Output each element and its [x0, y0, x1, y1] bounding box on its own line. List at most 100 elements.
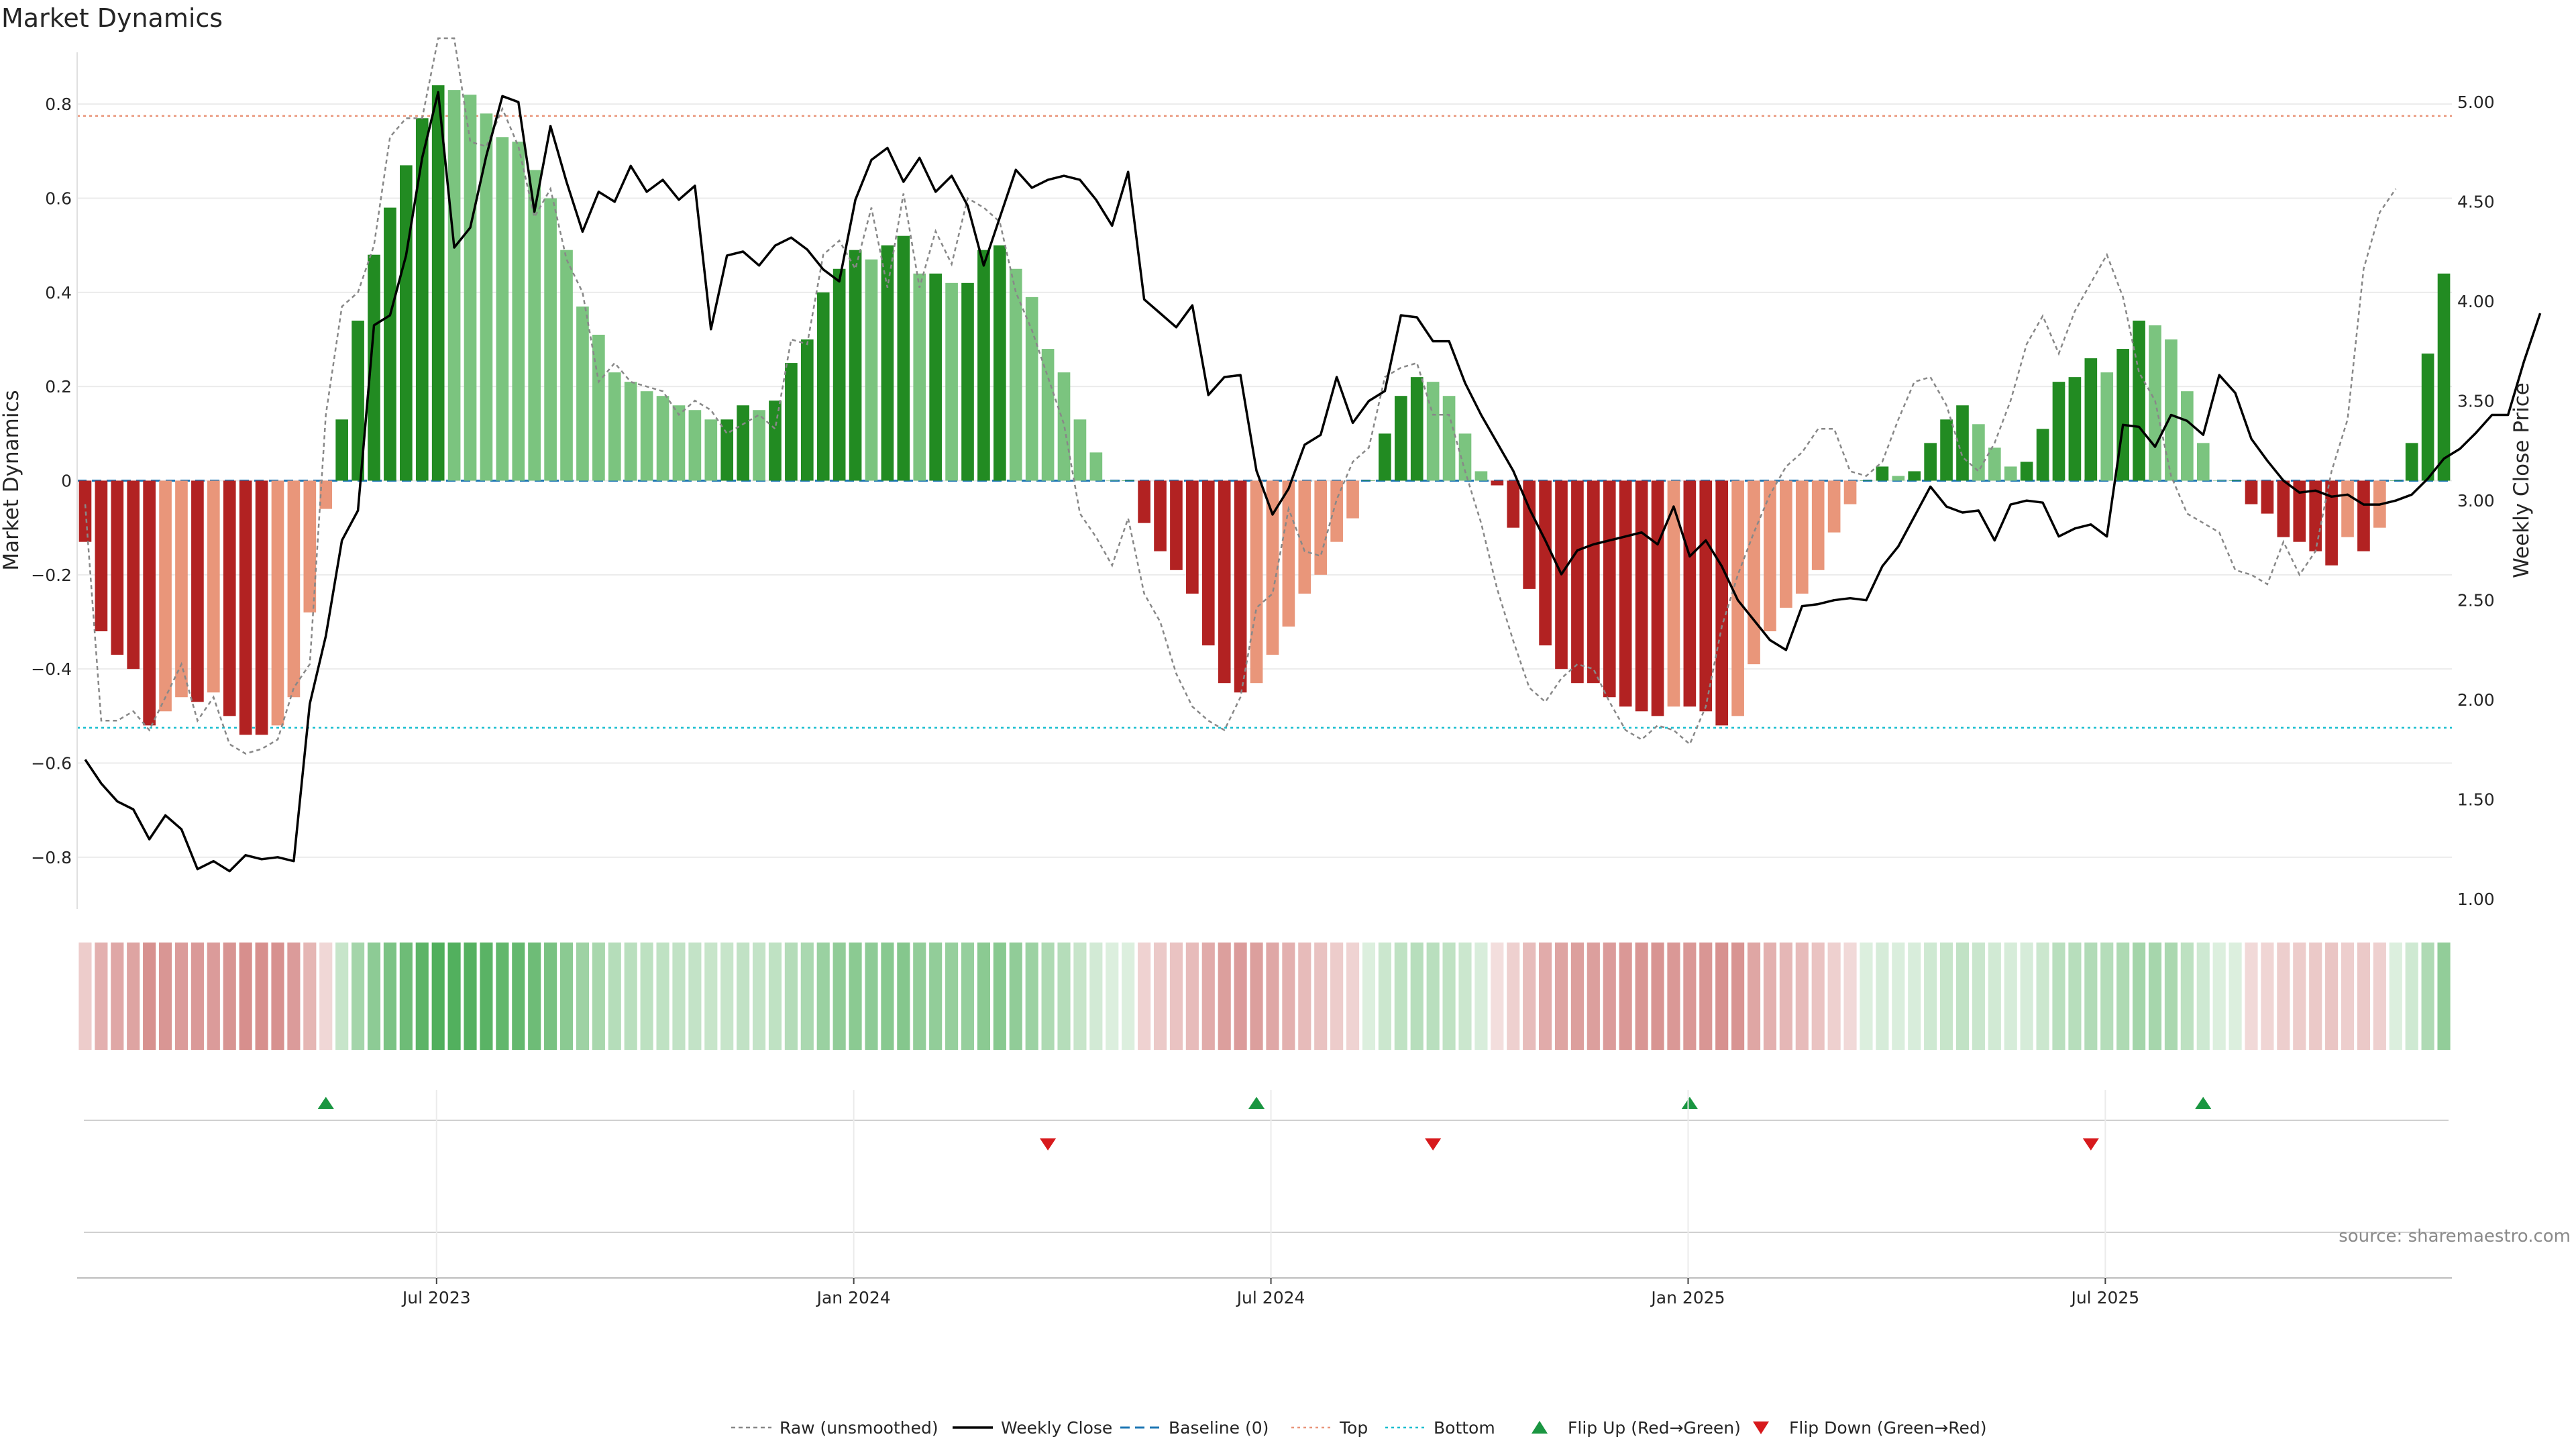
heat-cell [1491, 943, 1504, 1050]
bar [431, 85, 445, 481]
heat-cell [1394, 943, 1407, 1050]
heat-cell [528, 943, 541, 1050]
legend-label: Baseline (0) [1169, 1418, 1269, 1438]
bar [1025, 297, 1038, 481]
heat-cell [752, 943, 766, 1050]
x-axis: Jul 2023 Jan 2024 Jul 2024 Jan 2025 Jul 2025 [77, 1090, 2452, 1307]
bar [2261, 480, 2274, 514]
bar [2165, 339, 2178, 481]
bar [785, 363, 798, 481]
bar [1250, 480, 1263, 684]
y2-tick-label: 2.50 [2457, 591, 2495, 610]
bar [1138, 480, 1150, 523]
y-tick-label: 0.6 [45, 189, 72, 209]
heat-cell [2261, 943, 2274, 1050]
heat-cell [143, 943, 156, 1050]
bar [1523, 480, 1536, 589]
heat-cell [2373, 943, 2386, 1050]
bar [2357, 480, 2370, 551]
heat-cell [2100, 943, 2114, 1050]
bar [287, 480, 301, 698]
heat-cell [1763, 943, 1777, 1050]
bar [1282, 480, 1295, 627]
heat-cell [1667, 943, 1680, 1050]
bar [1587, 480, 1600, 684]
legend-swatch [1753, 1421, 1769, 1434]
x-tick-label: Jul 2024 [1236, 1288, 1305, 1307]
legend: Raw (unsmoothed) Weekly Close Baseline (0)… [731, 1418, 1987, 1438]
bar [2293, 480, 2306, 542]
flip-down-marker [1040, 1138, 1057, 1150]
heat-cell [2341, 943, 2355, 1050]
heat-cell [1346, 943, 1360, 1050]
bar [1667, 480, 1680, 707]
bar [1201, 480, 1215, 646]
bar [737, 405, 749, 481]
bar [720, 419, 734, 481]
heat-cell [2421, 943, 2434, 1050]
bar [191, 480, 204, 702]
bar [2100, 372, 2114, 481]
bar [704, 419, 718, 481]
bar [1346, 480, 1359, 519]
heat-cell [1731, 943, 1745, 1050]
heat-cell [1539, 943, 1552, 1050]
bar [1715, 480, 1729, 726]
bar [1458, 433, 1472, 481]
heat-cell [2084, 943, 2098, 1050]
y2-tick-label: 3.50 [2457, 392, 2495, 411]
heat-cell [784, 943, 798, 1050]
bar [528, 170, 541, 481]
heat-cell [2293, 943, 2306, 1050]
heat-cell [1153, 943, 1167, 1050]
heat-cell [1924, 943, 1937, 1050]
bar [833, 268, 846, 481]
heat-cell [207, 943, 220, 1050]
bar [865, 259, 878, 481]
bar [143, 480, 156, 726]
legend-item-close: Weekly Close [953, 1418, 1112, 1438]
bar [656, 396, 669, 481]
heat-cell [1057, 943, 1071, 1050]
y2-tick-label: 5.00 [2457, 93, 2495, 112]
heat-cell [1426, 943, 1440, 1050]
bar [1876, 466, 1889, 481]
heat-cell [399, 943, 413, 1050]
bar [1314, 480, 1328, 575]
heat-cell [688, 943, 702, 1050]
heat-cell [496, 943, 509, 1050]
bar [1507, 480, 1520, 528]
y2-tick-label: 1.50 [2457, 790, 2495, 810]
heat-cell [352, 943, 365, 1050]
heat-cell [592, 943, 605, 1050]
bar [1795, 480, 1809, 594]
bar [2309, 480, 2322, 551]
heat-cell [737, 943, 750, 1050]
bar [1956, 405, 1969, 481]
heat-cell [1442, 943, 1456, 1050]
heat-cell [1025, 943, 1038, 1050]
bar [1218, 480, 1231, 684]
heat-cell [271, 943, 284, 1050]
bar [994, 245, 1006, 481]
bar [800, 339, 814, 481]
heat-cell [158, 943, 172, 1050]
heat-cell [2437, 943, 2451, 1050]
heat-cell [1876, 943, 1889, 1050]
heat-cell [624, 943, 637, 1050]
bar [400, 165, 413, 481]
bar [608, 372, 621, 481]
bar [496, 137, 509, 481]
heat-cell [319, 943, 333, 1050]
heat-cell [1362, 943, 1376, 1050]
heat-cell [1314, 943, 1328, 1050]
heat-cell [1651, 943, 1664, 1050]
bar [1827, 480, 1841, 533]
heat-cell [1587, 943, 1600, 1050]
heat-cell [2212, 943, 2226, 1050]
legend-item-baseline: Baseline (0) [1120, 1418, 1269, 1438]
bar [1073, 419, 1087, 481]
heat-cell [1122, 943, 1135, 1050]
bar [207, 480, 220, 693]
bar [1442, 396, 1456, 481]
